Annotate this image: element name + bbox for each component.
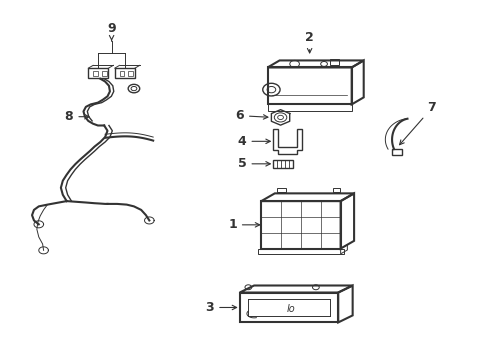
Bar — [273, 160, 292, 168]
Bar — [119, 71, 124, 76]
Bar — [391, 149, 402, 156]
Bar — [267, 104, 351, 112]
Bar — [239, 293, 338, 323]
Bar — [329, 59, 338, 66]
Text: 1: 1 — [227, 218, 259, 231]
Text: 7: 7 — [399, 102, 435, 145]
Text: 9: 9 — [107, 22, 116, 41]
Bar — [88, 68, 108, 78]
Bar — [267, 67, 351, 104]
Bar — [261, 201, 340, 248]
Text: 2: 2 — [305, 31, 313, 53]
Bar — [93, 71, 98, 76]
Text: 5: 5 — [237, 157, 270, 170]
Text: 8: 8 — [64, 110, 89, 123]
Bar — [332, 188, 340, 192]
Bar — [277, 188, 285, 192]
Bar — [102, 71, 106, 76]
Bar — [258, 248, 343, 254]
Text: 4: 4 — [237, 135, 270, 148]
Text: lo: lo — [286, 304, 295, 314]
Bar — [128, 71, 133, 76]
Text: 3: 3 — [205, 301, 236, 314]
Bar — [115, 68, 135, 78]
Text: 6: 6 — [235, 109, 267, 122]
